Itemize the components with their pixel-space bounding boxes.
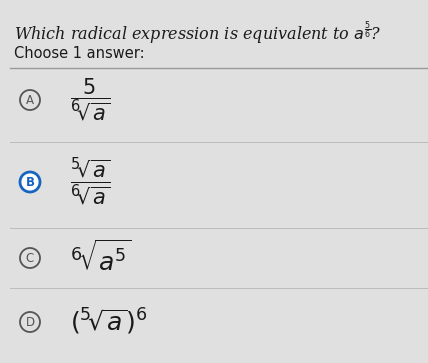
Text: B: B xyxy=(26,175,35,188)
Text: C: C xyxy=(26,252,34,265)
Text: $({}^{5}\!\sqrt{a})^{6}$: $({}^{5}\!\sqrt{a})^{6}$ xyxy=(70,307,147,337)
Text: Which radical expression is equivalent to $a^{\frac{5}{6}}$?: Which radical expression is equivalent t… xyxy=(14,20,382,47)
Text: ${}^{6}\!\sqrt{a^5}$: ${}^{6}\!\sqrt{a^5}$ xyxy=(70,240,131,276)
Text: D: D xyxy=(25,315,35,329)
Text: A: A xyxy=(26,94,34,106)
Text: $\dfrac{5}{{}^{6}\!\sqrt{a}}$: $\dfrac{5}{{}^{6}\!\sqrt{a}}$ xyxy=(70,77,110,123)
Text: Choose 1 answer:: Choose 1 answer: xyxy=(14,46,145,61)
Text: $\dfrac{{}^{5}\!\sqrt{a}}{{}^{6}\!\sqrt{a}}$: $\dfrac{{}^{5}\!\sqrt{a}}{{}^{6}\!\sqrt{… xyxy=(70,156,110,208)
Circle shape xyxy=(20,172,40,192)
